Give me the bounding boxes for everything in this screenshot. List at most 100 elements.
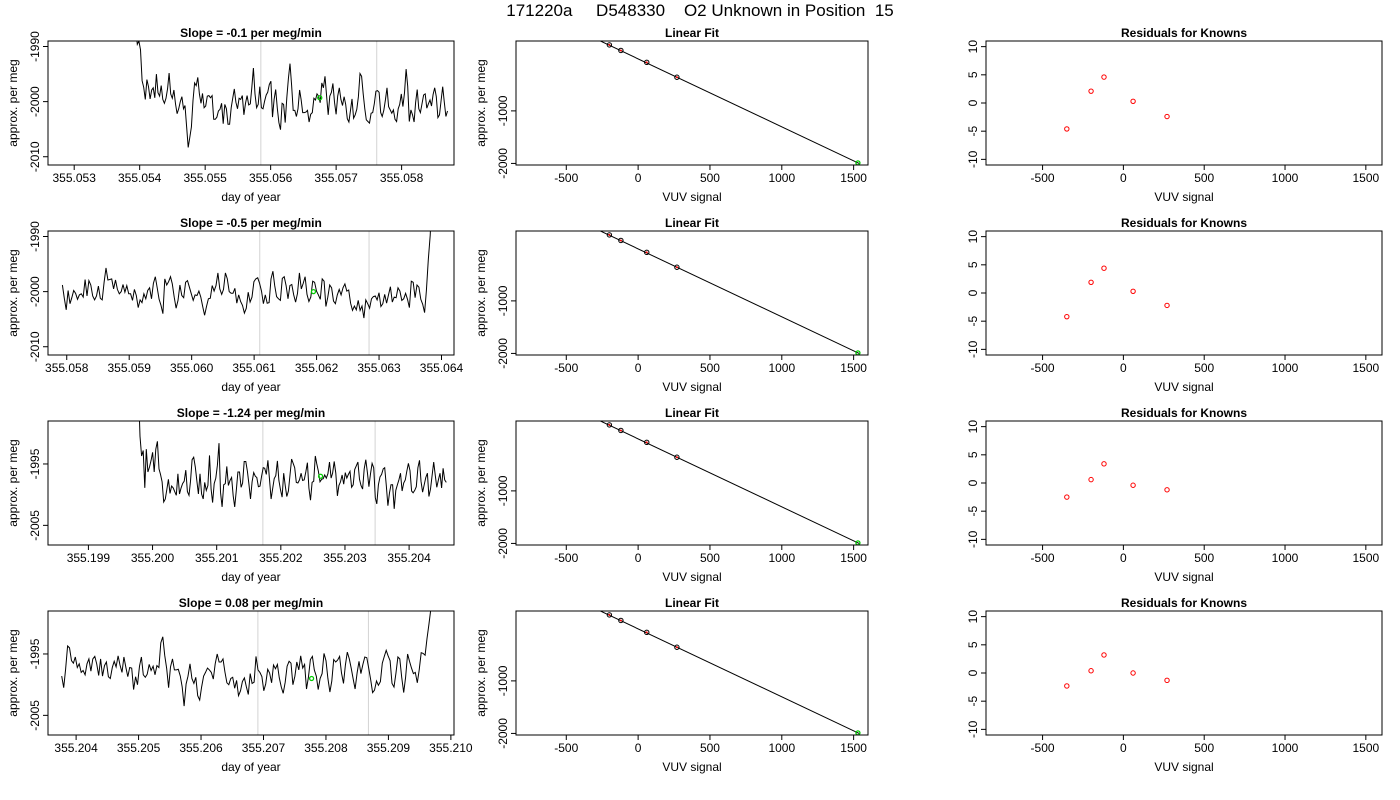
panel-title: Linear Fit <box>665 26 719 40</box>
known-point <box>606 422 613 428</box>
panel-r3-c2: Linear Fit -500 0 500 1000 1500 -1000 -2000 VUV … <box>474 406 869 584</box>
x-axis-label: VUV signal <box>1154 570 1213 584</box>
plot-frame <box>47 610 455 736</box>
known-point <box>606 232 613 238</box>
x-tick-label: 355.209 <box>367 741 411 755</box>
y-axis-label: approx. per meg <box>474 59 488 146</box>
panel-r1-c3: Residuals for Knowns -500 0 500 1000 1500 -10 -… <box>966 26 1383 204</box>
data-series-line <box>139 421 447 509</box>
known-point <box>644 439 650 446</box>
known-point <box>586 223 590 227</box>
x-tick-label: 0 <box>1120 551 1127 565</box>
fit-line <box>599 41 860 165</box>
y-tick-label: -5 <box>966 506 980 517</box>
x-tick-label: 1000 <box>1272 171 1299 185</box>
x-tick-label: 0 <box>635 741 642 755</box>
y-tick-label: -10 <box>966 150 980 168</box>
x-tick-label: 1000 <box>768 171 795 185</box>
panel-title: Slope = -0.5 per meg/min <box>180 216 322 230</box>
panel-title: Slope = -1.24 per meg/min <box>177 406 325 420</box>
known-point-center <box>619 619 622 622</box>
x-tick-label: 355.201 <box>195 551 239 565</box>
known-point-center <box>619 429 622 432</box>
panel-r2-c2: Linear Fit -500 0 500 1000 1500 -1000 -2000 VUV … <box>474 216 869 394</box>
plot-marks <box>61 611 432 707</box>
x-tick-label: 1500 <box>1352 551 1379 565</box>
known-point-center <box>619 239 622 242</box>
unknown-point <box>310 288 317 295</box>
known-point <box>606 612 613 618</box>
known-point <box>1130 288 1136 295</box>
known-point <box>1101 652 1107 658</box>
y-tick-label: -1000 <box>496 665 510 696</box>
y-axis-label: approx. per meg <box>6 59 20 146</box>
y-tick-label: 5 <box>966 71 980 78</box>
y-tick-label: -2005 <box>28 700 42 731</box>
x-tick-label: -500 <box>1031 171 1055 185</box>
known-point <box>618 427 624 434</box>
plot-marks <box>599 611 861 735</box>
known-point <box>1164 487 1170 493</box>
known-point <box>1064 683 1070 689</box>
x-axis-label: day of year <box>221 570 280 584</box>
y-tick-label: -2010 <box>28 141 42 172</box>
known-point <box>674 264 680 270</box>
plot-frame <box>515 420 869 546</box>
y-tick-label: -2000 <box>496 338 510 369</box>
y-axis-label: approx. per meg <box>6 249 20 336</box>
known-point-center <box>587 34 589 36</box>
x-tick-label: 355.055 <box>183 171 227 185</box>
x-tick-label: 355.058 <box>45 361 89 375</box>
known-point <box>1130 98 1136 105</box>
x-tick-label: 355.204 <box>387 551 431 565</box>
x-tick-label: 500 <box>700 171 720 185</box>
x-tick-label: 355.057 <box>314 171 358 185</box>
known-point-center <box>608 423 611 426</box>
x-tick-label: 1500 <box>840 171 867 185</box>
known-point-center <box>645 61 648 64</box>
y-tick-label: -10 <box>966 530 980 548</box>
unknown-point <box>317 473 324 479</box>
plot-marks <box>1064 265 1170 320</box>
x-tick-label: 500 <box>700 361 720 375</box>
known-point-center <box>645 441 648 444</box>
fit-line <box>599 231 860 355</box>
x-tick-label: 355.062 <box>295 361 339 375</box>
panel-r4-c3: Residuals for Knowns -500 0 500 1000 1500 -10 -… <box>966 596 1383 774</box>
x-tick-label: -500 <box>554 361 578 375</box>
known-point-center <box>675 76 678 79</box>
y-tick-label: -1995 <box>28 448 42 479</box>
x-tick-label: 1000 <box>1272 361 1299 375</box>
known-point-center <box>608 613 611 616</box>
panel-r3-c1: Slope = -1.24 per meg/min 355.199 355.200 3… <box>6 406 455 584</box>
known-point <box>674 644 680 650</box>
x-tick-label: 355.064 <box>420 361 464 375</box>
fit-line <box>599 611 860 735</box>
unknown-point <box>308 675 315 682</box>
y-tick-label: 0 <box>966 669 980 676</box>
x-axis-label: day of year <box>221 380 280 394</box>
plot-marks <box>61 231 431 319</box>
panel-title: Residuals for Knowns <box>1121 26 1247 40</box>
known-point <box>644 249 650 256</box>
known-point-center <box>587 414 589 416</box>
known-point-center <box>619 49 622 52</box>
plot-frame <box>985 610 1383 736</box>
x-tick-label: -500 <box>1031 361 1055 375</box>
x-tick-label: 1000 <box>768 551 795 565</box>
plot-frame <box>47 420 455 546</box>
known-point <box>1130 670 1136 676</box>
known-point <box>1164 302 1170 309</box>
y-axis-label: approx. per meg <box>474 629 488 716</box>
known-point-center <box>675 646 678 649</box>
y-tick-label: 5 <box>966 261 980 268</box>
known-point <box>1164 677 1170 684</box>
y-tick-label: -2000 <box>496 718 510 749</box>
y-tick-label: -2000 <box>496 528 510 559</box>
known-point <box>586 33 590 37</box>
y-tick-label: -1990 <box>28 221 42 252</box>
x-tick-label: -500 <box>554 741 578 755</box>
panel-title: Linear Fit <box>665 596 719 610</box>
panel-r4-c1: Slope = 0.08 per meg/min 355.204 355.205 35… <box>6 596 473 774</box>
